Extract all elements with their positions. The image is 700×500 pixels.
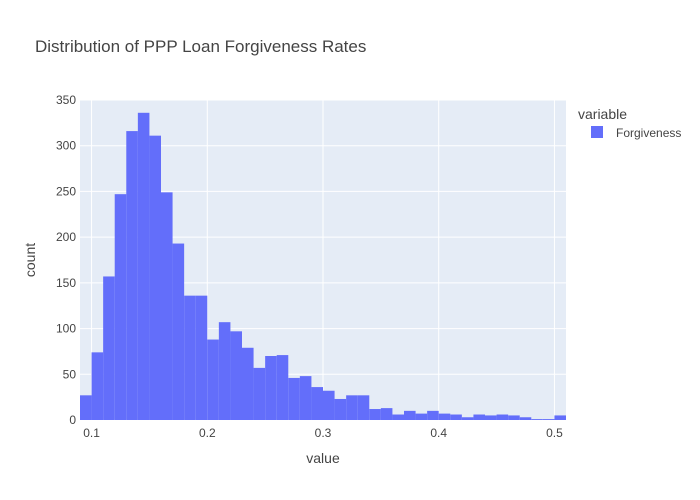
x-tick-label: 0.2 [199,426,216,440]
histogram-bar[interactable] [207,339,219,420]
histogram-bar[interactable] [554,415,566,420]
y-tick-label: 0 [69,413,76,427]
histogram-bar[interactable] [461,417,474,420]
histogram-bar[interactable] [299,376,312,420]
histogram-bar[interactable] [438,413,451,420]
x-tick-label: 0.5 [546,426,563,440]
histogram-bar[interactable] [508,415,520,420]
legend-label: Forgiveness [616,126,681,140]
histogram-bar[interactable] [450,414,462,420]
histogram-bar[interactable] [230,331,242,420]
x-axis-title: value [306,450,340,466]
histogram-bar[interactable] [357,395,370,420]
histogram-bar[interactable] [103,276,115,420]
y-tick-label: 200 [56,230,76,244]
histogram-bar[interactable] [346,395,358,420]
x-tick-label: 0.1 [83,426,100,440]
histogram-bar[interactable] [126,131,138,421]
bars [80,112,566,421]
y-tick-label: 150 [56,276,76,290]
histogram-bar[interactable] [392,414,404,420]
histogram-bar[interactable] [161,192,173,420]
histogram-bar[interactable] [195,295,208,420]
legend-swatch [591,126,603,138]
histogram-bar[interactable] [172,243,185,420]
y-tick-label: 350 [56,93,76,107]
histogram-bar[interactable] [380,408,393,420]
histogram-bar[interactable] [253,367,266,420]
legend: variable Forgiveness [578,106,681,140]
histogram-bar[interactable] [496,414,509,420]
histogram-bar[interactable] [114,194,127,420]
histogram-bar[interactable] [265,356,277,420]
histogram-bar[interactable] [137,112,150,421]
histogram-bar[interactable] [91,352,104,420]
legend-item-forgiveness[interactable]: Forgiveness [591,126,681,140]
y-tick-label: 300 [56,139,76,153]
y-tick-label: 100 [56,322,76,336]
histogram-bar[interactable] [184,295,196,420]
histogram-bar[interactable] [218,322,231,420]
histogram-bar[interactable] [311,387,323,420]
histogram-bar[interactable] [276,355,289,420]
histogram-bar[interactable] [531,419,543,420]
histogram-bar[interactable] [542,419,555,420]
histogram-bar[interactable] [369,409,381,420]
histogram-bar[interactable] [485,415,497,420]
histogram-bar[interactable] [334,398,347,420]
histogram-bar[interactable] [242,347,254,420]
histogram-bar[interactable] [149,135,161,420]
histogram-bar[interactable] [288,377,300,420]
histogram-bar[interactable] [415,413,428,420]
x-axis-ticks: 0.1 0.2 0.3 0.4 0.5 [83,426,563,440]
y-tick-label: 250 [56,184,76,198]
x-tick-label: 0.3 [315,426,332,440]
y-tick-label: 50 [63,367,77,381]
histogram-bar[interactable] [427,410,439,420]
histogram-bar[interactable] [404,410,416,420]
x-tick-label: 0.4 [430,426,447,440]
histogram-bar[interactable] [473,414,485,420]
legend-title: variable [578,106,627,122]
histogram-bar[interactable] [519,417,532,420]
chart-title: Distribution of PPP Loan Forgiveness Rat… [35,37,366,56]
y-axis-title: count [22,243,38,277]
histogram-bar[interactable] [80,395,92,420]
y-axis-ticks: 0 50 100 150 200 250 300 350 [56,93,76,427]
histogram-bar[interactable] [323,390,335,420]
